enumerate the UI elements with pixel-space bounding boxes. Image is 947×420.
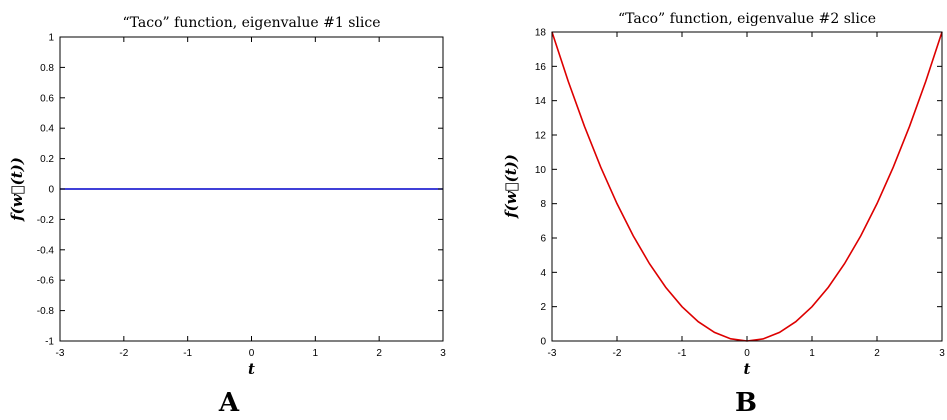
chart-title: “Taco” function, eigenvalue #2 slice [618,11,876,27]
y-tick-label: 4 [540,268,546,279]
y-tick-label: 1 [48,33,54,44]
series-line-1 [551,31,943,342]
y-tick-label: 0 [540,337,546,348]
x-tick-label: 0 [744,348,750,359]
y-tick-label: 2 [540,302,546,313]
x-tick-label: 3 [440,348,446,359]
panel-label: A [218,388,240,418]
x-tick-label: 1 [313,348,319,359]
y-tick-label: 6 [540,234,546,245]
panel-label: B [735,388,757,418]
x-tick-label: -1 [183,348,192,359]
plot-frame [551,31,943,342]
x-tick-label: 3 [939,348,945,359]
y-axis-label: f(w⃗(t)) [8,157,26,222]
x-tick-label: -3 [56,348,65,359]
chart-panel-2: “Taco” function, eigenvalue #2 slice -3 -2… [502,11,945,418]
y-tick-label: -0.2 [37,215,55,226]
x-tick-label: -1 [678,348,687,359]
y-tick-label: 0.4 [40,124,54,135]
x-axis-label: t [744,360,751,378]
y-tick-label: 0.6 [40,93,54,104]
x-tick-label: -2 [119,348,128,359]
y-tick-label: 18 [535,28,547,39]
y-tick-label: 10 [535,165,547,176]
chart-panel-1: “Taco” function, eigenvalue #1 slice -3 -2… [8,15,446,418]
y-tick-label: -0.6 [37,276,55,287]
y-tick-label: 12 [535,131,547,142]
y-tick-label: 0.8 [40,63,54,74]
x-tick-label: 2 [874,348,880,359]
y-tick-label: 0.2 [40,154,54,165]
y-tick-label: -1 [45,337,54,348]
y-tick-label: 8 [540,199,546,210]
y-tick-label: -0.8 [37,306,55,317]
y-axis-label: f(w⃗(t)) [502,154,520,219]
y-tick-label: -0.4 [37,245,55,256]
x-tick-label: 2 [376,348,382,359]
y-tick-label: 16 [535,62,547,73]
y-tick-label: 14 [535,96,547,107]
x-axis-label: t [248,360,255,378]
x-tick-label: 0 [249,348,255,359]
x-tick-label: -2 [613,348,622,359]
x-tick-label: -3 [548,348,557,359]
x-tick-label: 1 [809,348,815,359]
chart-title: “Taco” function, eigenvalue #1 slice [122,15,380,31]
y-tick-label: 0 [48,185,54,196]
